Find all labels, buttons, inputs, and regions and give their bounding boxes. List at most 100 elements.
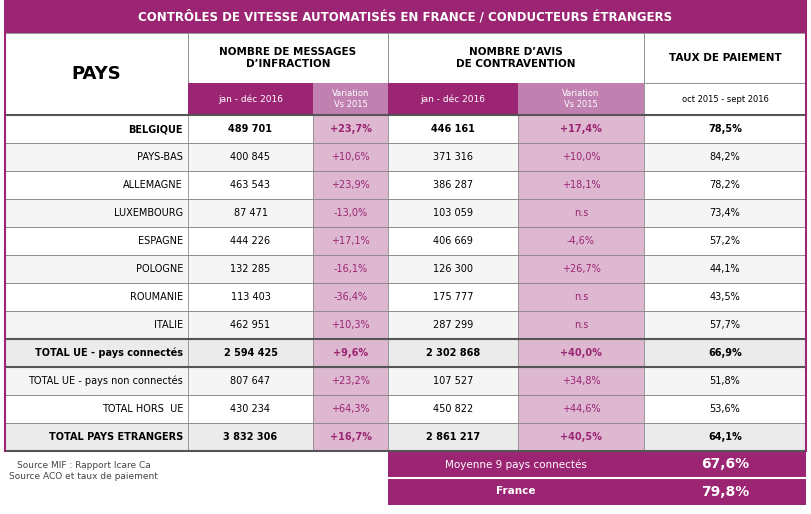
Bar [188, 311, 313, 339]
Text: Source MIF : Rapport Icare Ca
Source ACO et taux de paiement: Source MIF : Rapport Icare Ca Source ACO… [9, 461, 158, 481]
Text: ROUMANIE: ROUMANIE [130, 292, 183, 302]
Text: France: France [496, 486, 536, 497]
Text: n.s: n.s [574, 292, 588, 302]
Text: 57,2%: 57,2% [710, 236, 740, 246]
Bar [313, 143, 388, 171]
Text: 406 669: 406 669 [433, 236, 473, 246]
Bar [5, 311, 188, 339]
Bar [388, 339, 518, 367]
Bar [313, 339, 388, 367]
Bar [188, 143, 313, 171]
Bar [188, 283, 313, 311]
Bar [188, 423, 313, 451]
Bar [188, 367, 313, 395]
Text: 57,7%: 57,7% [710, 320, 740, 330]
Bar [188, 339, 313, 367]
Text: -16,1%: -16,1% [333, 264, 367, 274]
Text: NOMBRE DE MESSAGES
D’INFRACTION: NOMBRE DE MESSAGES D’INFRACTION [220, 47, 357, 69]
Text: CONTRÔLES DE VITESSE AUTOMATISÉS EN FRANCE / CONDUCTEURS ÉTRANGERS: CONTRÔLES DE VITESSE AUTOMATISÉS EN FRAN… [139, 10, 672, 23]
Bar [644, 395, 806, 423]
Bar [388, 367, 518, 395]
Bar [313, 423, 388, 451]
Bar [644, 311, 806, 339]
Text: 2 861 217: 2 861 217 [426, 432, 480, 442]
Text: jan - déc 2016: jan - déc 2016 [420, 94, 486, 104]
Text: 73,4%: 73,4% [710, 208, 740, 218]
Text: 84,2%: 84,2% [710, 152, 740, 162]
Text: 446 161: 446 161 [431, 124, 475, 134]
Text: 113 403: 113 403 [230, 292, 270, 302]
Bar [313, 395, 388, 423]
Text: 400 845: 400 845 [230, 152, 271, 162]
Text: +23,2%: +23,2% [331, 376, 370, 386]
Text: +34,8%: +34,8% [562, 376, 600, 386]
Bar [388, 283, 518, 311]
Bar [5, 33, 188, 115]
Bar [313, 171, 388, 199]
Bar [518, 339, 644, 367]
Text: +26,7%: +26,7% [561, 264, 600, 274]
Text: ESPAGNE: ESPAGNE [138, 236, 183, 246]
Bar [188, 255, 313, 283]
Text: BELGIQUE: BELGIQUE [128, 124, 183, 134]
Bar [518, 171, 644, 199]
Text: 430 234: 430 234 [230, 404, 271, 414]
Bar [388, 255, 518, 283]
Text: 386 287: 386 287 [433, 180, 473, 190]
Bar [644, 423, 806, 451]
Text: n.s: n.s [574, 208, 588, 218]
Bar [5, 367, 188, 395]
Bar [644, 33, 806, 83]
Text: 87 471: 87 471 [234, 208, 268, 218]
Text: 2 594 425: 2 594 425 [224, 348, 277, 358]
Text: 78,5%: 78,5% [708, 124, 742, 134]
Bar [518, 115, 644, 143]
Text: +10,0%: +10,0% [562, 152, 600, 162]
Text: +18,1%: +18,1% [562, 180, 600, 190]
Text: 175 777: 175 777 [433, 292, 474, 302]
Text: +9,6%: +9,6% [333, 348, 368, 358]
Bar [5, 199, 188, 227]
Bar [388, 227, 518, 255]
Bar [644, 83, 806, 115]
Bar [518, 199, 644, 227]
Text: 3 832 306: 3 832 306 [224, 432, 277, 442]
Text: oct 2015 - sept 2016: oct 2015 - sept 2016 [681, 95, 769, 103]
Bar [518, 255, 644, 283]
Bar [644, 143, 806, 171]
Bar [644, 199, 806, 227]
Bar [518, 83, 644, 115]
Bar [518, 283, 644, 311]
Text: Variation
Vs 2015: Variation Vs 2015 [562, 89, 599, 109]
Bar [388, 171, 518, 199]
Bar [188, 83, 313, 115]
Bar [388, 423, 518, 451]
Text: n.s: n.s [574, 320, 588, 330]
Text: -13,0%: -13,0% [333, 208, 367, 218]
Text: NOMBRE D’AVIS
DE CONTRAVENTION: NOMBRE D’AVIS DE CONTRAVENTION [457, 47, 576, 69]
Bar [644, 171, 806, 199]
Text: 44,1%: 44,1% [710, 264, 740, 274]
Bar [313, 83, 388, 115]
Bar [188, 33, 388, 83]
Bar [188, 199, 313, 227]
Text: +10,3%: +10,3% [331, 320, 370, 330]
Bar [5, 255, 188, 283]
Bar [644, 339, 806, 367]
Text: PAYS-BAS: PAYS-BAS [137, 152, 183, 162]
Bar [313, 115, 388, 143]
Text: 53,6%: 53,6% [710, 404, 740, 414]
Bar [5, 171, 188, 199]
Text: 67,6%: 67,6% [701, 457, 749, 471]
Text: PAYS: PAYS [71, 65, 122, 83]
Bar [518, 311, 644, 339]
Text: 66,9%: 66,9% [708, 348, 742, 358]
Bar [388, 451, 644, 478]
Text: 78,2%: 78,2% [710, 180, 740, 190]
Text: 287 299: 287 299 [433, 320, 473, 330]
Bar [644, 478, 806, 505]
Bar [5, 423, 188, 451]
Text: TAUX DE PAIEMENT: TAUX DE PAIEMENT [668, 53, 781, 63]
Text: +64,3%: +64,3% [331, 404, 370, 414]
Text: 103 059: 103 059 [433, 208, 473, 218]
